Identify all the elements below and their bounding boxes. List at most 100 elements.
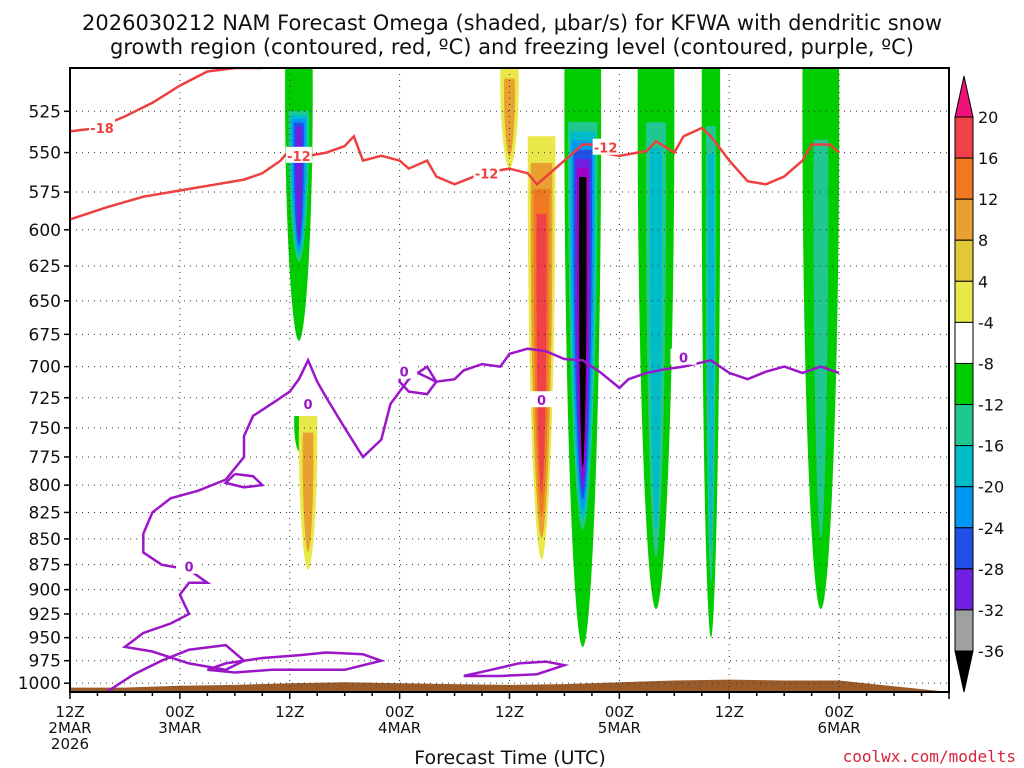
colorbar-segment-0: [954, 116, 974, 159]
y-tick-label-875: 875: [29, 556, 61, 576]
y-tick-label-1000: 1000: [18, 674, 61, 694]
colorbar-label-10: -24: [978, 519, 1004, 538]
colorbar-segment-8: [954, 445, 974, 488]
y-tick-label-650: 650: [29, 292, 61, 312]
freezing-closed-contour-0: [206, 651, 386, 674]
contour-label-freezing-a: 0: [185, 561, 194, 576]
y-tick-label-675: 675: [29, 325, 61, 345]
colorbar-label-9: -20: [978, 478, 1004, 497]
contour-label-minus12-c: -12: [287, 150, 311, 165]
x-tick-label-0-0: 12Z: [55, 703, 84, 721]
y-tick-label-825: 825: [29, 503, 61, 523]
contour-label-freezing-b-bg: [295, 394, 322, 411]
x-tick-label-60-1: 5MAR: [598, 719, 641, 737]
freezing-closed-contour-2: [398, 365, 439, 396]
freezing-closed-contour-3: [223, 472, 266, 489]
contour-label-freezing-e-bg: [670, 348, 697, 365]
x-tick-label-0-1: 2MAR: [48, 719, 91, 737]
y-tick-label-750: 750: [29, 419, 61, 439]
colorbar-segment-2: [954, 198, 974, 241]
colorbar-label-6: -8: [978, 354, 994, 373]
freezing-level-contour: [105, 347, 840, 692]
colorbar-segment-3: [954, 239, 974, 282]
x-tick-label-60-0: 00Z: [605, 703, 634, 721]
colorbar-label-12: -32: [978, 601, 1004, 620]
contour-label-freezing-d: 0: [537, 394, 546, 409]
x-axis-label: Forecast Time (UTC): [414, 747, 605, 768]
chart-title-line-1: 2026030212 NAM Forecast Omega (shaded, μ…: [82, 11, 942, 35]
colorbar-segment-9: [954, 486, 974, 529]
y-tick-label-525: 525: [29, 102, 61, 122]
y-tick-label-725: 725: [29, 389, 61, 409]
colorbar-segment-5: [954, 321, 974, 364]
contour-lines: [70, 68, 840, 692]
colorbar-label-3: 8: [978, 231, 988, 250]
y-tick-label-550: 550: [29, 144, 61, 164]
contour-label-freezing-e: 0: [679, 352, 688, 367]
colorbar-label-8: -16: [978, 437, 1004, 456]
contour-labels: -18 -12 -12 -12 0 0 0 0 0: [89, 119, 697, 576]
x-tick-label-24-0: 12Z: [275, 703, 304, 721]
contour-label-minus18: -18: [90, 122, 114, 137]
colorbar-segment-6: [954, 362, 974, 406]
x-tick-label-48-0: 12Z: [495, 703, 524, 721]
colorbar-label-13: -36: [978, 642, 1004, 661]
colorbar-label-0: 20: [978, 108, 998, 127]
colorbar: 20 16 12 8 4 -4 -8 -12 -16 -20 -24 -28 -32 -36: [954, 75, 1004, 693]
x-tick-label-84-0: 00Z: [824, 703, 853, 721]
y-tick-label-775: 775: [29, 448, 61, 468]
omega-plume-6-level-3: [649, 148, 663, 530]
contour-label-minus12-c-bg: [285, 146, 312, 163]
colorbar-label-5: -4: [978, 313, 994, 332]
contour-label-freezing-c: 0: [400, 366, 409, 381]
colorbar-bottom-arrow: [954, 650, 974, 693]
omega-plume-2-level-1: [302, 432, 314, 552]
colorbar-label-2: 12: [978, 190, 998, 209]
omega-plume-8-level-2: [813, 139, 829, 539]
omega-plume-5-level-8: [578, 176, 587, 468]
colorbar-grey-segment: [954, 609, 974, 652]
y-tick-label-900: 900: [29, 581, 61, 601]
contour-label-minus12-b-bg: [592, 138, 619, 155]
terrain-fill: [70, 679, 949, 692]
y-tick-label-800: 800: [29, 476, 61, 496]
omega-plume-7-level-3: [707, 153, 715, 556]
omega-plume-4-level-3: [536, 214, 547, 495]
x-tick-label-84-1: 6MAR: [818, 719, 861, 737]
y-tick-label-850: 850: [29, 530, 61, 550]
x-tick-label-72-0: 12Z: [715, 703, 744, 721]
omega-plume-3-level-1: [504, 78, 515, 157]
dgz-minus12-contour: [70, 126, 840, 221]
contour-label-freezing-d-bg: [528, 391, 555, 408]
colorbar-label-7: -12: [978, 396, 1004, 415]
colorbar-label-4: 4: [978, 272, 988, 291]
x-tick-label-36-0: 00Z: [385, 703, 414, 721]
contour-label-minus12-a: -12: [475, 167, 499, 182]
grid-lines: [70, 68, 949, 692]
credit-text: coolwx.com/modelts: [843, 747, 1016, 766]
y-tick-label-700: 700: [29, 358, 61, 378]
colorbar-segment-10: [954, 527, 974, 570]
x-tick-label-12-1: 3MAR: [158, 719, 201, 737]
y-tick-label-975: 975: [29, 652, 61, 672]
x-tick-label-36-1: 4MAR: [378, 719, 421, 737]
contour-label-freezing-a-bg: [176, 557, 203, 574]
freezing-closed-contour-1: [463, 660, 570, 678]
terrain-ground: [70, 679, 949, 692]
colorbar-segment-11: [954, 568, 974, 611]
contour-label-minus18-bg: [89, 119, 116, 136]
colorbar-segment-7: [954, 404, 974, 447]
y-tick-label-925: 925: [29, 605, 61, 625]
contour-label-freezing-c-bg: [391, 362, 418, 379]
colorbar-label-11: -28: [978, 560, 1004, 579]
chart-title-line-2: growth region (contoured, red, ºC) and f…: [110, 35, 914, 59]
y-tick-label-950: 950: [29, 629, 61, 649]
colorbar-segment-4: [954, 280, 974, 323]
y-axis: 525 550 575 600 625 650 675 700 725 750 775 800 825 8…: [18, 102, 950, 699]
contour-label-minus12-a-bg: [473, 164, 500, 181]
x-tick-label-0-2: 2026: [51, 735, 89, 753]
y-tick-label-575: 575: [29, 183, 61, 203]
x-tick-label-12-0: 00Z: [165, 703, 194, 721]
